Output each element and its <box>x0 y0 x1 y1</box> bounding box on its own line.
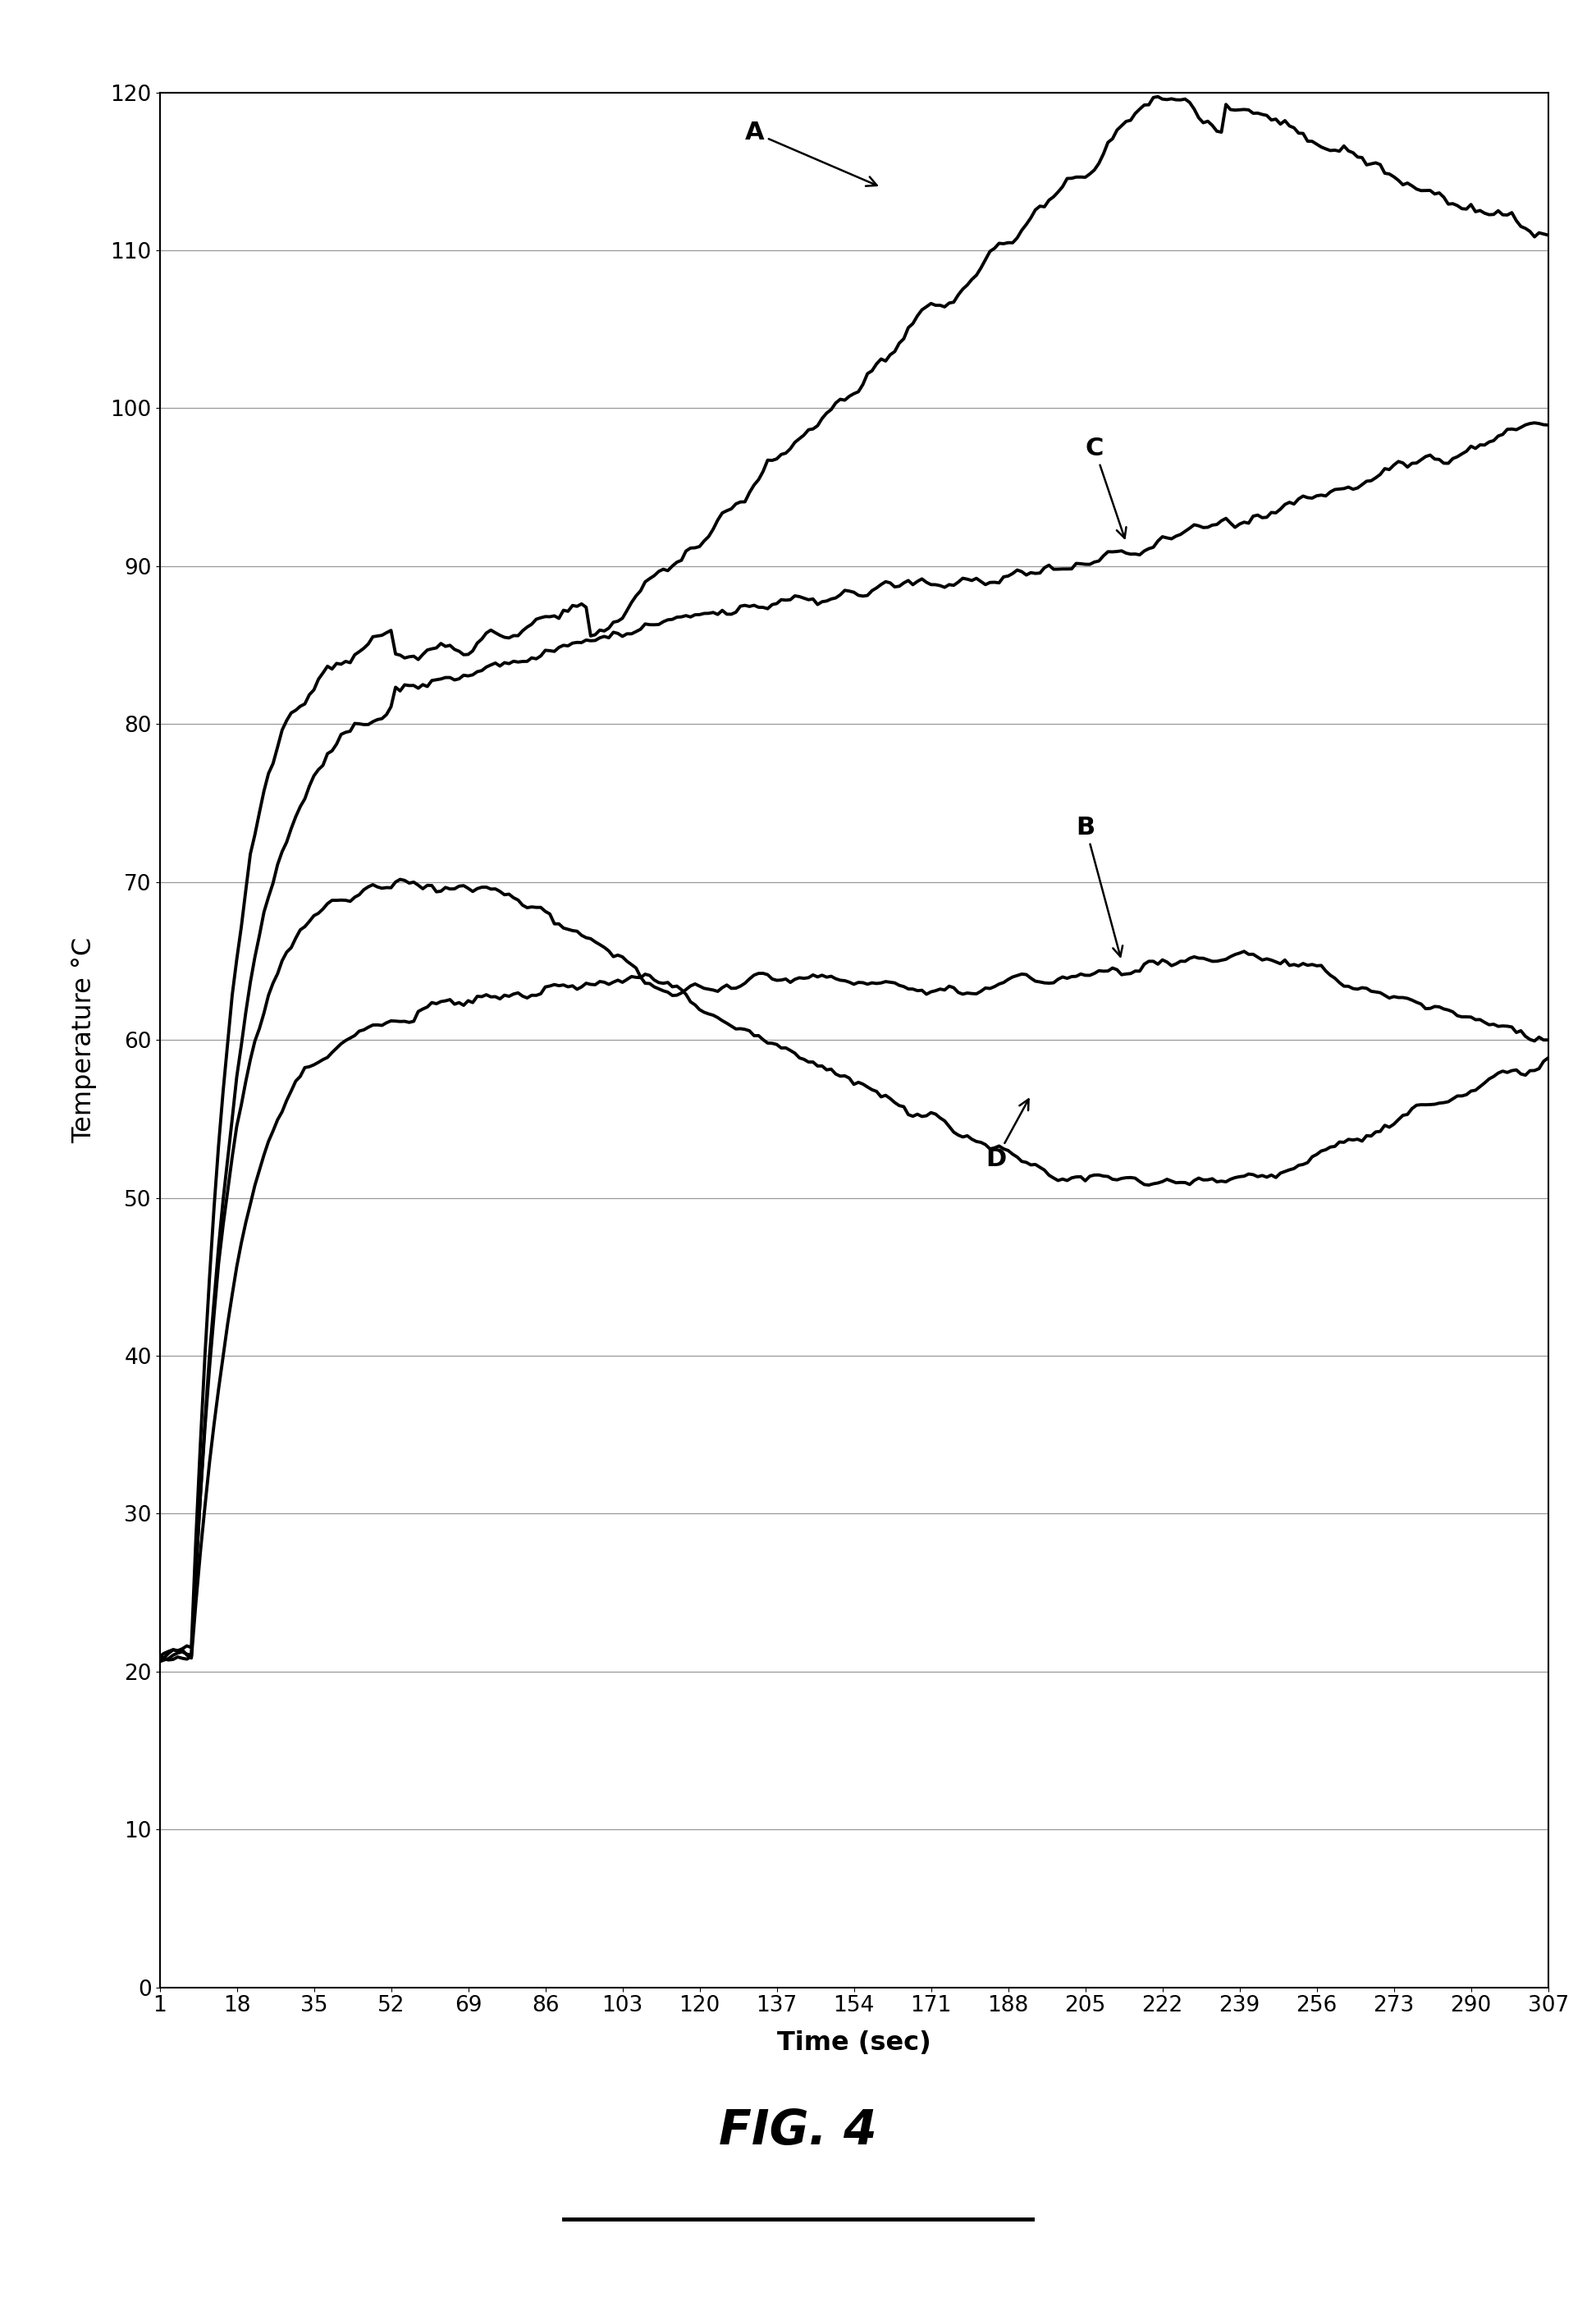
Text: FIG. 4: FIG. 4 <box>718 2108 878 2154</box>
Text: D: D <box>985 1100 1029 1172</box>
Y-axis label: Temperature °C: Temperature °C <box>72 936 97 1144</box>
Text: C: C <box>1085 437 1127 538</box>
Text: B: B <box>1076 816 1122 957</box>
X-axis label: Time (sec): Time (sec) <box>777 2031 930 2057</box>
Text: A: A <box>745 120 876 185</box>
